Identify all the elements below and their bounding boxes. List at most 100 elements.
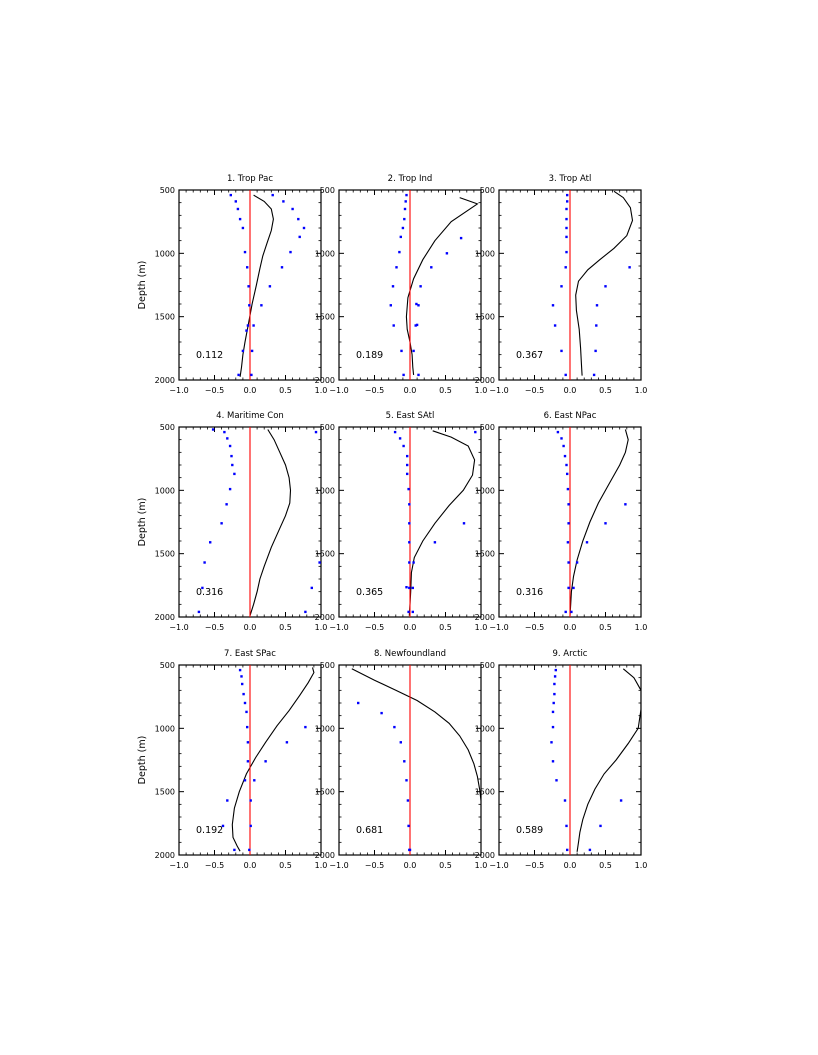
y-tick-label: 2000 [155,613,175,622]
data-point [228,444,232,448]
data-point [566,193,569,197]
data-point [555,779,558,782]
correlation-value-label: 0.367 [516,350,543,361]
correlation-value-label: 0.192 [196,825,223,836]
data-point [226,437,229,440]
correlation-curve [239,194,274,377]
data-point [253,779,256,782]
data-point [395,266,398,269]
x-tick-label: 0.0 [564,623,577,632]
data-point [245,329,248,332]
chart-panel-1: 1. Trop Pac −1.0 −0.5 0.0 0.5 1.0 500 1000 1500 2… [137,174,327,395]
data-point [408,541,411,544]
data-point [209,541,212,544]
data-point [595,304,599,307]
data-point [304,725,307,729]
panel-title: 3. Trop Atl [549,174,592,184]
data-point [417,373,420,377]
correlation-curve [576,668,641,852]
data-point [570,610,573,614]
data-point [560,285,563,288]
y-tick-label: 1500 [475,550,495,559]
data-point [562,444,565,448]
x-tick-label: 0.5 [599,386,612,395]
data-point [233,472,236,476]
data-point [221,824,225,828]
data-point [314,430,318,434]
x-tick-label: −0.5 [205,861,224,870]
data-point [556,430,560,434]
panel-title: 5. East SAtl [386,411,435,421]
data-point [408,586,411,590]
y-tick-label: 500 [480,661,495,670]
data-point [243,701,247,705]
data-point [588,848,592,852]
data-point [553,675,557,678]
plot-area [229,190,306,380]
y-tick-label: 1500 [315,788,335,797]
y-tick-label: 500 [480,186,495,195]
data-point [246,741,250,744]
data-point [393,725,396,729]
data-point [357,701,360,705]
data-point [566,487,570,491]
data-point [415,302,418,306]
x-tick-label: 0.0 [244,861,257,870]
chart-panel-4: 4. Maritime Con −1.0 −0.5 0.0 0.5 1.0 500 1000 1… [137,411,327,632]
data-point [246,760,250,763]
y-tick-label: 500 [160,423,175,432]
x-tick-label: −1.0 [489,861,508,870]
data-point [393,430,397,434]
y-tick-label: 1000 [155,724,175,733]
data-point [599,824,602,828]
x-tick-label: −0.5 [205,386,224,395]
data-point [572,586,575,590]
correlation-value-label: 0.316 [196,587,223,598]
y-tick-label: 500 [160,186,175,195]
data-point [419,285,422,288]
data-point [402,373,405,377]
y-tick-label: 1500 [315,550,335,559]
y-tick-label: 2000 [475,613,495,622]
data-point [248,304,251,307]
data-point [241,682,244,686]
data-point [252,324,255,327]
data-point [433,541,437,544]
data-point [380,711,383,715]
x-tick-label: 0.0 [244,623,257,632]
data-point [560,437,563,440]
data-point [285,741,289,744]
x-tick-label: −1.0 [329,623,348,632]
data-point [592,373,596,377]
data-point [415,323,419,327]
data-point [389,304,392,307]
data-point [236,207,240,211]
correlation-curve [575,190,634,376]
data-point [297,217,300,221]
x-tick-label: 0.0 [404,623,417,632]
data-point [567,561,570,564]
data-point [400,349,403,353]
data-point [459,236,463,240]
data-point [567,586,570,590]
data-point [408,522,411,525]
data-point [240,675,243,678]
y-axis-label: Depth (m) [137,261,148,310]
data-point [565,463,568,467]
data-point [246,324,250,327]
plot-area [551,190,634,380]
data-point [304,610,307,614]
correlation-curve [405,197,479,375]
data-point [551,760,555,763]
y-tick-label: 1000 [315,249,335,258]
chart-panel-3: 3. Trop Atl −1.0 −0.5 0.0 0.5 1.0 500 1000 1500 2… [475,174,648,395]
correlation-value-label: 0.316 [516,587,543,598]
data-point [280,266,284,269]
data-point [241,226,245,230]
x-tick-label: 0.5 [279,623,292,632]
correlation-curve [569,429,629,616]
y-tick-label: 2000 [315,613,335,622]
panel-title: 8. Newfoundland [374,649,446,659]
y-tick-label: 1500 [155,550,175,559]
y-tick-label: 1000 [155,486,175,495]
